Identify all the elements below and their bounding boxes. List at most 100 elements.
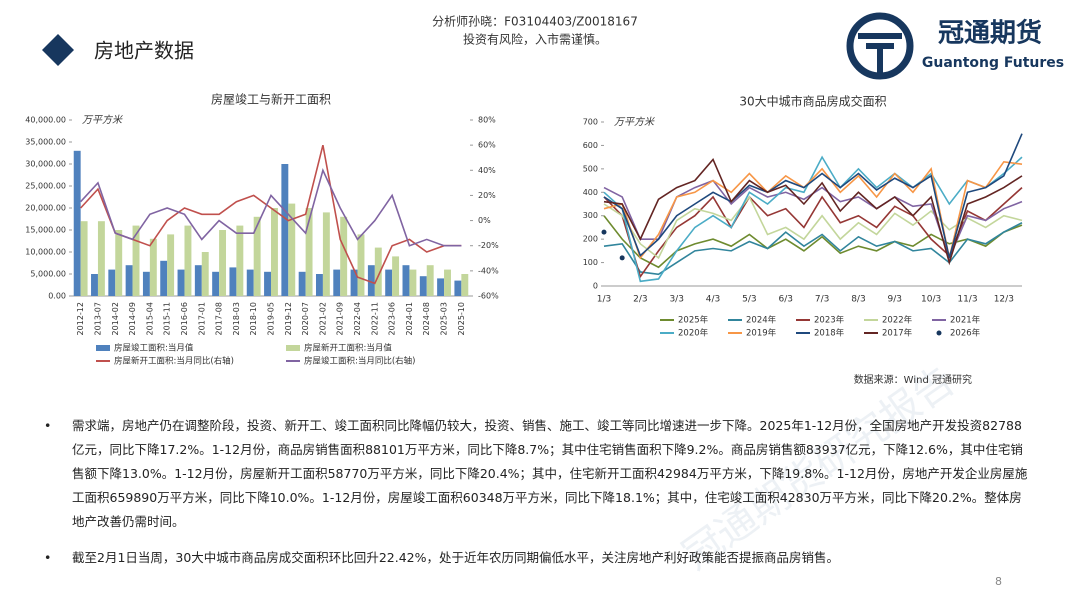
bar <box>350 269 358 296</box>
legend-swatch <box>936 330 942 336</box>
y2-tick-label: 20% <box>478 191 496 200</box>
x-tick-label: 2024-08 <box>422 302 431 335</box>
page-title: 房地产数据 <box>94 39 194 63</box>
bar <box>108 269 116 296</box>
x-tick-label: 11/3 <box>957 295 977 305</box>
bar <box>264 271 271 296</box>
bar <box>229 267 237 296</box>
y-tick-label: 400 <box>583 188 598 197</box>
bar <box>444 269 451 296</box>
line <box>603 133 1023 259</box>
bar <box>305 208 313 296</box>
y-tick-label: 40,000.00 <box>25 116 66 125</box>
chart-title: 房屋竣工与新开工面积 <box>211 92 331 107</box>
x-tick-label: 2014-02 <box>111 302 120 335</box>
y2-tick-label: 80% <box>478 116 496 125</box>
bar <box>125 265 133 296</box>
logo-ring <box>846 12 914 80</box>
x-tick-label: 10/3 <box>921 295 941 305</box>
legend-swatch <box>286 345 300 351</box>
y-tick-label: 100 <box>583 258 598 267</box>
bar <box>419 276 427 296</box>
bar <box>142 271 150 296</box>
y-axis-unit: 万平方米 <box>614 116 655 128</box>
x-tick-label: 2022-11 <box>370 302 379 335</box>
legend-swatch <box>96 345 110 351</box>
logo-cn: 冠通期货 <box>938 18 1042 49</box>
y-tick-label: 700 <box>583 118 598 127</box>
y-tick-label: 20,000.00 <box>25 204 66 213</box>
y-tick-label: 200 <box>583 235 598 244</box>
y-tick-label: 0.00 <box>48 292 66 301</box>
bar <box>219 230 227 296</box>
bar <box>402 265 410 296</box>
y2-tick-label: -20% <box>478 241 499 250</box>
y-tick-label: 300 <box>583 211 598 220</box>
bullet: 需求端，房地产仍在调整阶段，投资、新开工、竣工面积同比降幅仍较大，投资、销售、施… <box>44 414 1032 534</box>
x-tick-label: 2017-08 <box>215 302 224 335</box>
bar <box>212 271 220 296</box>
point <box>619 255 625 261</box>
x-tick-label: 2019-12 <box>284 302 293 335</box>
x-tick-label: 2022-04 <box>353 302 362 335</box>
disclaimer: 投资有风险，入市需谨慎。 <box>463 32 607 47</box>
x-tick-label: 2017-01 <box>197 302 206 335</box>
chart-title: 30大中城市商品房成交面积 <box>739 94 886 109</box>
point <box>601 229 607 235</box>
x-tick-label: 2025-10 <box>457 302 466 335</box>
bar <box>194 265 202 296</box>
bar <box>454 280 462 296</box>
legend-label: 房屋竣工面积:当月值 <box>114 343 194 354</box>
logo-en: Guantong Futures <box>922 55 1064 71</box>
bar <box>201 252 209 296</box>
legend-label: 房屋新开工面积:当月同比(右轴) <box>114 356 234 367</box>
y2-tick-label: 40% <box>478 166 496 175</box>
bar <box>184 225 192 296</box>
y2-tick-label: -40% <box>478 266 499 275</box>
source-note: 数据来源：Wind 冠通研究 <box>854 373 972 386</box>
bar <box>91 274 98 296</box>
logo-mark <box>858 33 902 74</box>
x-tick-label: 2021-02 <box>318 302 327 335</box>
disclaimer: 分析师孙晓：F03104403/Z0018167 <box>432 15 638 29</box>
y-tick-label: 15,000.00 <box>25 226 66 235</box>
legend-label: 2022年 <box>882 315 913 326</box>
x-tick-label: 7/3 <box>815 295 829 305</box>
page-number: 8 <box>995 575 1002 588</box>
legend-label: 2021年 <box>950 315 981 326</box>
x-tick-label: 4/3 <box>706 295 720 305</box>
bar <box>374 247 382 296</box>
x-tick-label: 8/3 <box>851 295 865 305</box>
x-tick-label: 2/3 <box>633 295 647 305</box>
bar <box>315 274 323 296</box>
y2-tick-label: -60% <box>478 292 499 301</box>
legend-label: 2023年 <box>814 315 845 326</box>
bar <box>236 225 244 296</box>
x-tick-label: 2021-09 <box>336 302 345 335</box>
y2-tick-label: 0% <box>478 216 491 225</box>
x-tick-label: 2020-07 <box>301 302 310 335</box>
x-tick-label: 3/3 <box>669 295 683 305</box>
x-tick-label: 2015-04 <box>145 302 154 335</box>
y-tick-label: 10,000.00 <box>25 248 66 257</box>
y-axis-unit: 万平方米 <box>82 114 123 126</box>
y-tick-label: 600 <box>583 141 598 150</box>
x-tick-label: 1/3 <box>597 295 611 305</box>
bar <box>177 269 185 296</box>
x-tick-label: 2025-03 <box>440 302 449 335</box>
bar <box>271 208 278 296</box>
y-tick-label: 35,000.00 <box>25 138 66 147</box>
bar <box>281 164 289 296</box>
bar <box>160 260 168 296</box>
x-tick-label: 9/3 <box>888 295 902 305</box>
bar <box>367 265 375 296</box>
bar <box>97 221 105 296</box>
bar <box>298 271 306 296</box>
x-tick-label: 2012-12 <box>76 302 85 335</box>
bar <box>253 216 261 296</box>
legend-label: 房屋竣工面积:当月同比(右轴) <box>304 356 416 367</box>
x-tick-label: 2013-07 <box>93 302 102 335</box>
bar <box>437 278 445 296</box>
x-tick-label: 2014-09 <box>128 302 137 335</box>
